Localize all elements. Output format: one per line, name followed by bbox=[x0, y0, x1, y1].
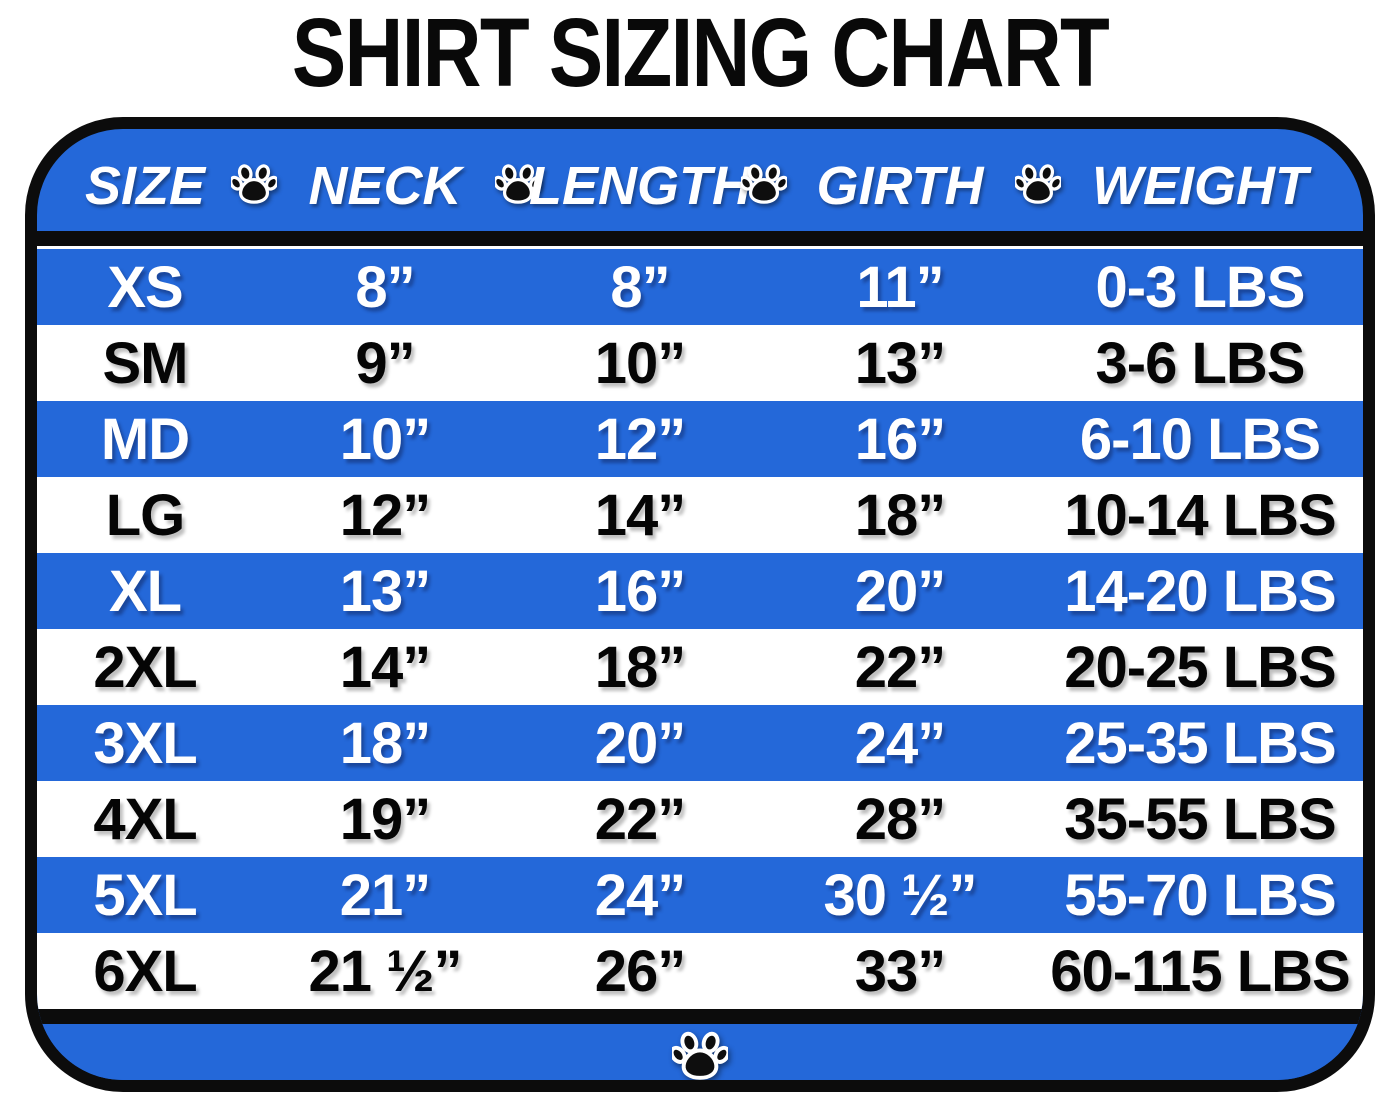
cell-size: LG bbox=[105, 482, 186, 548]
cell-neck: 8” bbox=[355, 254, 415, 320]
cell-length: 20” bbox=[594, 710, 687, 776]
cell-girth: 13” bbox=[854, 330, 947, 396]
column-header-neck-label: NECK bbox=[308, 156, 462, 216]
cell-size: XS bbox=[107, 254, 183, 320]
cell-girth: 24” bbox=[854, 710, 947, 776]
cell-weight: 55-70 LBS bbox=[1064, 862, 1336, 928]
cell-girth: 22” bbox=[854, 634, 947, 700]
cell-weight: 14-20 LBS bbox=[1064, 558, 1336, 624]
cell-size: XL bbox=[108, 558, 182, 624]
table-row-3xl: 3XL 18” 20” 24” 25-35 LBS bbox=[37, 705, 1363, 781]
footer-separator-line bbox=[37, 1009, 1363, 1024]
header-separator-line bbox=[37, 231, 1363, 249]
cell-length: 16” bbox=[594, 558, 687, 624]
table-row-sm: SM 9” 10” 13” 3-6 LBS bbox=[37, 325, 1363, 401]
cell-girth: 30 ½” bbox=[823, 862, 978, 928]
cell-weight: 0-3 LBS bbox=[1095, 254, 1306, 320]
cell-neck: 19” bbox=[339, 786, 432, 852]
paw-icon bbox=[672, 1030, 728, 1080]
table-row-md: MD 10” 12” 16” 6-10 LBS bbox=[37, 401, 1363, 477]
column-header-length: LENGTH bbox=[517, 155, 787, 217]
cell-weight: 25-35 LBS bbox=[1064, 710, 1336, 776]
cell-weight: 3-6 LBS bbox=[1095, 330, 1306, 396]
cell-weight: 60-115 LBS bbox=[1050, 938, 1351, 1004]
column-header-neck: NECK bbox=[253, 155, 541, 217]
cell-neck: 14” bbox=[339, 634, 432, 700]
table-footer bbox=[37, 1024, 1363, 1080]
table-row-6xl: 6XL 21 ½” 26” 33” 60-115 LBS bbox=[37, 933, 1363, 1009]
cell-size: SM bbox=[102, 330, 189, 396]
cell-length: 22” bbox=[594, 786, 687, 852]
cell-neck: 21 ½” bbox=[308, 938, 463, 1004]
cell-length: 12” bbox=[594, 406, 687, 472]
column-header-size-label: SIZE bbox=[84, 156, 206, 216]
cell-size: 6XL bbox=[93, 938, 197, 1004]
column-header-weight: WEIGHT bbox=[1037, 155, 1363, 217]
column-header-size: SIZE bbox=[37, 155, 277, 217]
page-title: SHIRT SIZING CHART bbox=[291, 0, 1110, 107]
table-body: XS 8” 8” 11” 0-3 LBS SM 9” 10” 13” 3-6 L… bbox=[37, 249, 1363, 1009]
table-row-lg: LG 12” 14” 18” 10-14 LBS bbox=[37, 477, 1363, 553]
cell-length: 8” bbox=[610, 254, 670, 320]
cell-length: 18” bbox=[594, 634, 687, 700]
cell-girth: 20” bbox=[854, 558, 947, 624]
cell-size: 5XL bbox=[93, 862, 197, 928]
cell-length: 14” bbox=[594, 482, 687, 548]
sizing-panel: SIZE NECK LENGTH GIRTH WEIGHT XS bbox=[25, 117, 1375, 1092]
cell-size: 3XL bbox=[93, 710, 197, 776]
column-header-length-label: LENGTH bbox=[529, 156, 751, 216]
table-row-xl: XL 13” 16” 20” 14-20 LBS bbox=[37, 553, 1363, 629]
cell-neck: 10” bbox=[339, 406, 432, 472]
table-row-5xl: 5XL 21” 24” 30 ½” 55-70 LBS bbox=[37, 857, 1363, 933]
cell-weight: 6-10 LBS bbox=[1079, 406, 1321, 472]
cell-weight: 10-14 LBS bbox=[1064, 482, 1336, 548]
cell-neck: 9” bbox=[355, 330, 415, 396]
cell-length: 26” bbox=[594, 938, 687, 1004]
table-row-2xl: 2XL 14” 18” 22” 20-25 LBS bbox=[37, 629, 1363, 705]
cell-girth: 16” bbox=[854, 406, 947, 472]
cell-size: 4XL bbox=[93, 786, 197, 852]
cell-length: 24” bbox=[594, 862, 687, 928]
table-header: SIZE NECK LENGTH GIRTH WEIGHT bbox=[37, 129, 1363, 231]
table-row-xs: XS 8” 8” 11” 0-3 LBS bbox=[37, 249, 1363, 325]
cell-neck: 13” bbox=[339, 558, 432, 624]
cell-girth: 18” bbox=[854, 482, 947, 548]
column-header-girth: GIRTH bbox=[763, 155, 1061, 217]
column-header-girth-label: GIRTH bbox=[816, 156, 984, 216]
cell-length: 10” bbox=[594, 330, 687, 396]
cell-neck: 12” bbox=[339, 482, 432, 548]
column-header-weight-label: WEIGHT bbox=[1092, 156, 1308, 216]
cell-weight: 35-55 LBS bbox=[1064, 786, 1336, 852]
cell-neck: 21” bbox=[339, 862, 432, 928]
cell-weight: 20-25 LBS bbox=[1064, 634, 1336, 700]
table-row-4xl: 4XL 19” 22” 28” 35-55 LBS bbox=[37, 781, 1363, 857]
cell-neck: 18” bbox=[339, 710, 432, 776]
cell-size: 2XL bbox=[93, 634, 197, 700]
cell-size: MD bbox=[100, 406, 190, 472]
cell-girth: 33” bbox=[854, 938, 947, 1004]
cell-girth: 11” bbox=[856, 254, 944, 320]
cell-girth: 28” bbox=[854, 786, 947, 852]
